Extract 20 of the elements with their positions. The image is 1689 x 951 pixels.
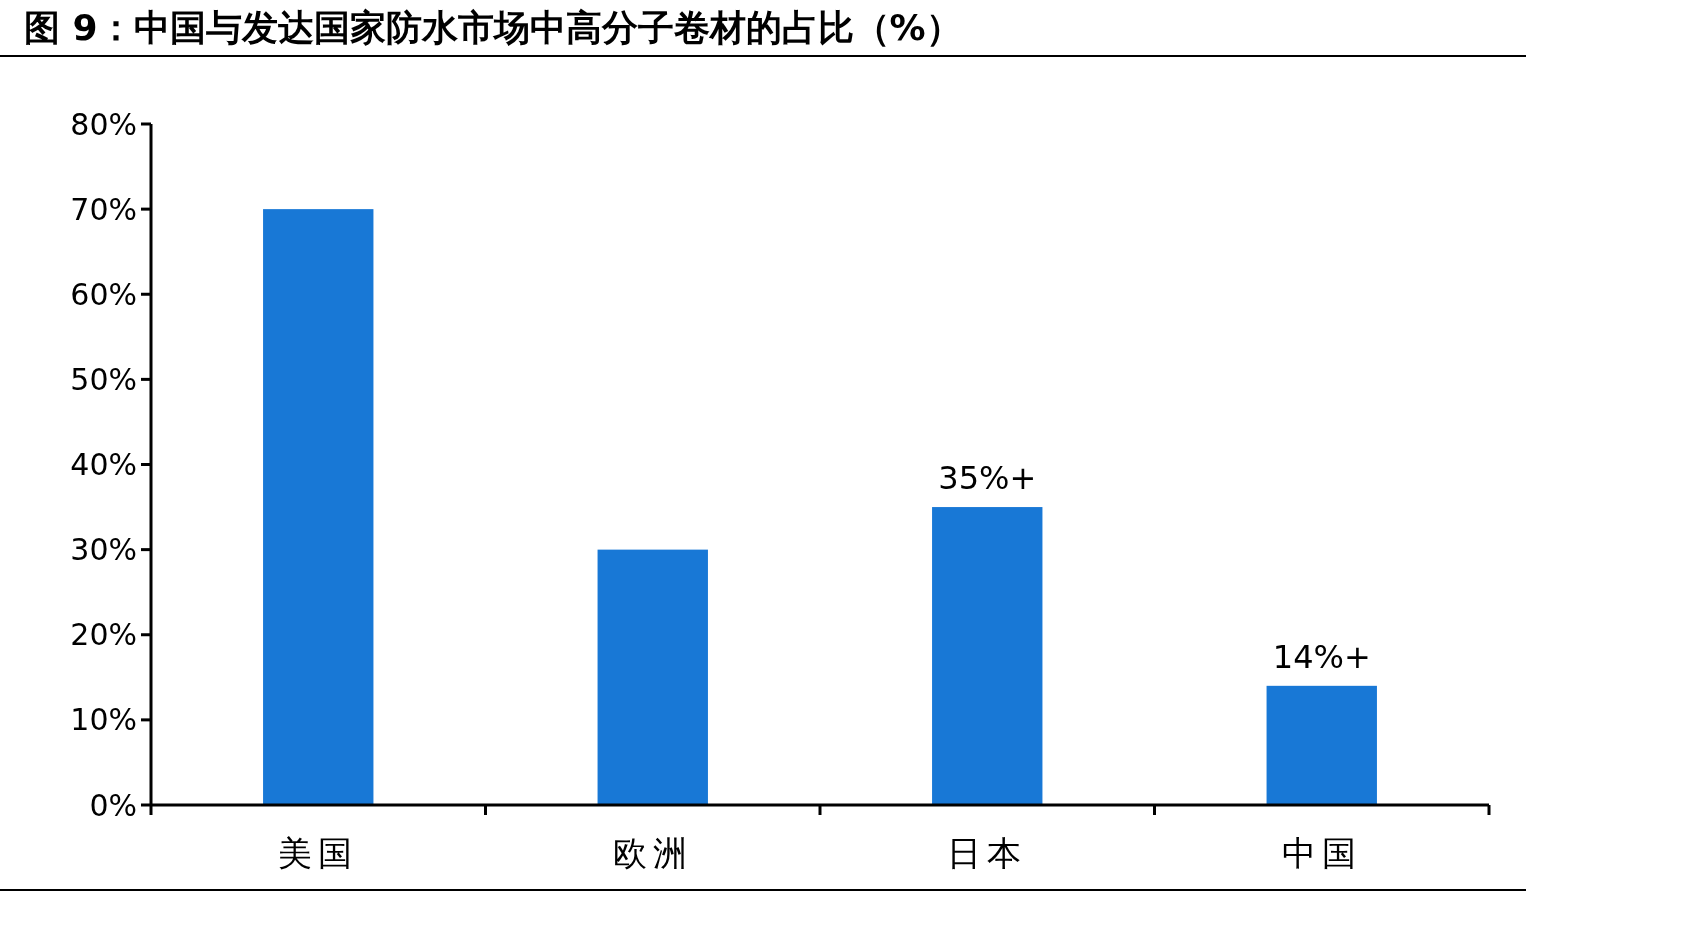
bar	[932, 507, 1043, 805]
y-tick-label: 80%	[70, 106, 137, 142]
y-tick-label: 60%	[70, 276, 137, 312]
y-tick-label: 50%	[70, 361, 137, 397]
bar	[597, 549, 708, 805]
y-tick-label: 10%	[70, 702, 137, 738]
chart-title: 图 9：中国与发达国家防水市场中高分子卷材的占比（%）	[24, 7, 962, 48]
y-tick-label: 70%	[70, 191, 137, 227]
data-label: 35%+	[938, 459, 1037, 498]
x-tick-label: 中国	[1281, 833, 1362, 873]
y-tick-label: 30%	[70, 532, 137, 568]
y-tick-label: 40%	[70, 447, 137, 482]
y-tick-label: 0%	[89, 787, 137, 823]
bar	[263, 209, 374, 805]
x-tick-label: 日本	[947, 833, 1028, 873]
x-tick-label: 欧洲	[612, 833, 693, 873]
y-tick-label: 20%	[70, 617, 137, 653]
x-tick-label: 美国	[278, 833, 359, 873]
bar	[1266, 685, 1377, 805]
data-label: 14%+	[1272, 637, 1371, 676]
